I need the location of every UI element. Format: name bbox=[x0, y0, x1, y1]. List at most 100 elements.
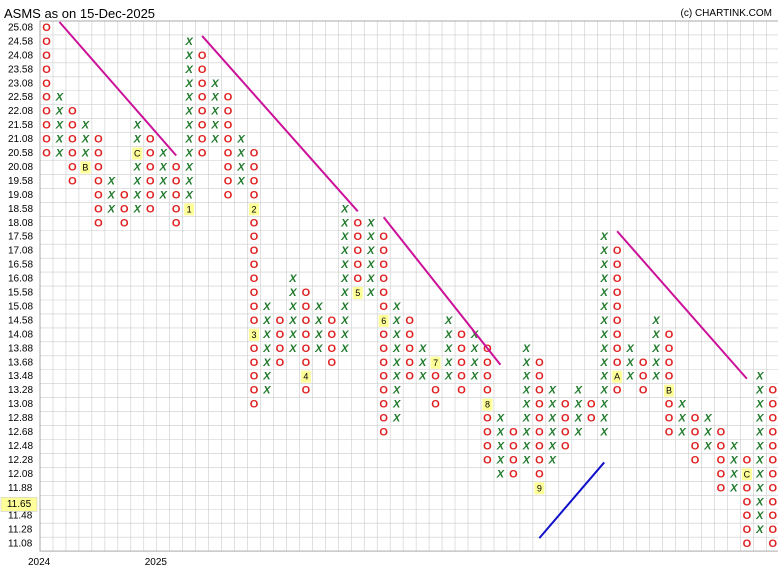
x-mark: X bbox=[392, 315, 401, 327]
o-mark: O bbox=[379, 399, 388, 411]
y-tick-label-left: 17.58 bbox=[8, 232, 33, 243]
o-mark: O bbox=[613, 259, 622, 271]
x-mark: X bbox=[444, 371, 453, 383]
x-mark: X bbox=[210, 92, 219, 104]
o-mark: O bbox=[769, 440, 778, 452]
month-marker-bg bbox=[741, 468, 752, 481]
x-mark: X bbox=[340, 203, 349, 215]
y-tick-label-left: 11.08 bbox=[8, 539, 33, 550]
x-mark: X bbox=[262, 357, 271, 369]
o-mark: O bbox=[250, 399, 259, 411]
o-mark: O bbox=[405, 315, 414, 327]
y-tick-label-left: 23.58 bbox=[8, 64, 33, 75]
o-mark: O bbox=[743, 510, 752, 522]
x-mark: X bbox=[444, 315, 453, 327]
o-mark: O bbox=[457, 343, 466, 355]
x-mark: X bbox=[159, 148, 168, 160]
o-mark: O bbox=[172, 217, 181, 229]
x-mark: X bbox=[703, 427, 712, 439]
x-mark: X bbox=[184, 78, 193, 90]
trendline bbox=[538, 461, 605, 539]
x-mark: X bbox=[755, 482, 764, 494]
o-mark: O bbox=[42, 120, 51, 132]
x-mark: X bbox=[392, 329, 401, 341]
y-tick-label-left: 23.08 bbox=[8, 78, 33, 89]
o-mark: O bbox=[483, 371, 492, 383]
o-mark: O bbox=[743, 454, 752, 466]
x-mark: X bbox=[522, 385, 531, 397]
x-mark: X bbox=[133, 175, 142, 187]
o-mark: O bbox=[250, 245, 259, 257]
x-mark: X bbox=[470, 357, 479, 369]
o-mark: O bbox=[353, 217, 362, 229]
y-tick-label-left: 12.08 bbox=[8, 469, 33, 480]
o-mark: O bbox=[535, 468, 544, 480]
o-mark: O bbox=[42, 134, 51, 146]
o-mark: O bbox=[535, 357, 544, 369]
x-mark: X bbox=[496, 413, 505, 425]
o-mark: O bbox=[769, 385, 778, 397]
o-mark: O bbox=[665, 427, 674, 439]
x-mark: X bbox=[600, 273, 609, 285]
o-mark: O bbox=[769, 482, 778, 494]
o-mark: O bbox=[328, 357, 337, 369]
y-tick-label-left: 21.58 bbox=[8, 120, 33, 131]
x-mark: X bbox=[107, 189, 116, 201]
x-mark: X bbox=[81, 148, 90, 160]
month-markers: B C 1 2 3 4 5 6 7 8 9 A B C bbox=[80, 147, 752, 495]
month-marker-label: 8 bbox=[485, 400, 490, 410]
o-mark: O bbox=[769, 538, 778, 550]
y-tick-label-left: 13.48 bbox=[8, 371, 33, 382]
o-mark: O bbox=[613, 329, 622, 341]
o-mark: O bbox=[198, 64, 207, 76]
o-mark: O bbox=[224, 120, 233, 132]
trendline bbox=[616, 230, 748, 380]
o-mark: O bbox=[94, 175, 103, 187]
o-mark: O bbox=[172, 175, 181, 187]
x-mark: X bbox=[755, 427, 764, 439]
o-mark: O bbox=[302, 329, 311, 341]
o-mark: O bbox=[42, 106, 51, 118]
y-tick-label-left: 11.88 bbox=[8, 483, 33, 494]
o-mark: O bbox=[483, 413, 492, 425]
x-mark: X bbox=[159, 189, 168, 201]
x-mark: X bbox=[81, 134, 90, 146]
o-mark: O bbox=[561, 413, 570, 425]
o-mark: O bbox=[224, 161, 233, 173]
x-mark: X bbox=[236, 134, 245, 146]
month-marker-bg bbox=[534, 482, 545, 495]
o-mark: O bbox=[276, 343, 285, 355]
month-marker-label: 9 bbox=[537, 483, 542, 493]
o-mark: O bbox=[561, 427, 570, 439]
x-mark: X bbox=[496, 427, 505, 439]
y-tick-label-left: 20.08 bbox=[8, 162, 33, 173]
o-mark: O bbox=[250, 315, 259, 327]
y-tick-label-left: 14.58 bbox=[8, 315, 33, 326]
x-mark: X bbox=[470, 371, 479, 383]
o-mark: O bbox=[613, 301, 622, 313]
x-mark: X bbox=[496, 440, 505, 452]
x-mark: X bbox=[755, 399, 764, 411]
x-mark: X bbox=[651, 357, 660, 369]
trendline bbox=[58, 21, 177, 157]
o-mark: O bbox=[146, 203, 155, 215]
o-mark: O bbox=[639, 357, 648, 369]
y-tick-label-left: 24.58 bbox=[8, 36, 33, 47]
month-marker-bg bbox=[664, 384, 675, 397]
y-tick-label-left: 16.58 bbox=[8, 260, 33, 271]
x-mark: X bbox=[600, 287, 609, 299]
o-mark: O bbox=[769, 524, 778, 536]
o-mark: O bbox=[250, 231, 259, 243]
o-mark: O bbox=[613, 245, 622, 257]
x-mark: X bbox=[133, 120, 142, 132]
o-mark: O bbox=[483, 357, 492, 369]
x-mark: X bbox=[600, 385, 609, 397]
o-mark: O bbox=[405, 343, 414, 355]
o-mark: O bbox=[224, 148, 233, 160]
o-mark: O bbox=[613, 385, 622, 397]
current-price-label-left: 11.65 bbox=[7, 499, 32, 510]
x-mark: X bbox=[81, 120, 90, 132]
o-mark: O bbox=[198, 78, 207, 90]
o-mark: O bbox=[431, 385, 440, 397]
